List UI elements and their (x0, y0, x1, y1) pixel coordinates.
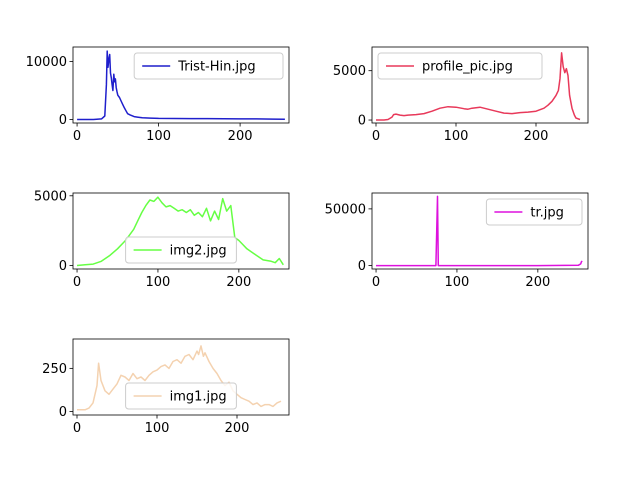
axes-frame (72, 46, 290, 124)
y-tick-label: 5000 (333, 64, 366, 79)
x-tick-label: 200 (228, 129, 253, 144)
legend: tr.jpg (485, 198, 583, 226)
subplot-1: 0 100 200 0 10000 Trist-Hin.jpg (26, 46, 290, 144)
x-tick-label: 100 (444, 129, 469, 144)
legend: img2.jpg (125, 236, 237, 264)
x-tick-label: 100 (145, 421, 170, 436)
legend: img1.jpg (125, 382, 237, 410)
series-line (77, 50, 285, 121)
legend-label: tr.jpg (530, 206, 564, 221)
x-tick-label: 0 (73, 129, 81, 144)
legend-box (125, 382, 237, 410)
x-tick-label: 200 (525, 275, 550, 290)
x-tick-label: 200 (226, 275, 251, 290)
axes-frame (72, 192, 290, 270)
legend-label: profile_pic.jpg (422, 60, 513, 75)
legend-label: img1.jpg (170, 390, 227, 405)
x-tick-label: 100 (445, 275, 470, 290)
x-tick-label: 0 (372, 129, 380, 144)
y-tick-label: 0 (358, 259, 366, 274)
legend-box (485, 198, 583, 226)
legend-box (133, 52, 284, 80)
subplot-3: 0 100 200 0 5000 img2.jpg (34, 189, 290, 290)
axes-frame (371, 192, 589, 270)
legend: profile_pic.jpg (377, 52, 543, 80)
legend-box (377, 52, 543, 80)
x-tick-label: 200 (225, 421, 250, 436)
x-tick-label: 100 (146, 275, 171, 290)
axes-frame (72, 338, 290, 416)
y-tick-label: 250 (42, 362, 67, 377)
series-line (376, 195, 583, 267)
y-tick-label: 10000 (26, 55, 67, 70)
y-tick-label: 50000 (325, 202, 366, 217)
y-tick-label: 5000 (34, 189, 67, 204)
x-tick-label: 0 (73, 275, 81, 290)
legend-label: Trist-Hin.jpg (177, 60, 255, 75)
x-tick-label: 0 (372, 275, 380, 290)
x-tick-label: 0 (73, 421, 81, 436)
x-tick-label: 100 (146, 129, 171, 144)
x-tick-label: 200 (524, 129, 549, 144)
series-line (76, 196, 284, 267)
series-line (77, 345, 282, 411)
subplot-5: 0 100 200 0 250 img1.jpg (42, 338, 290, 436)
axes-frame (371, 46, 589, 124)
subplot-4: 0 100 200 0 50000 tr.jpg (325, 192, 589, 290)
legend-box (125, 236, 237, 264)
subplot-2: 0 100 200 0 5000 profile_pic.jpg (333, 46, 589, 144)
series-line (376, 52, 581, 121)
y-tick-label: 0 (59, 405, 67, 420)
y-tick-label: 0 (59, 259, 67, 274)
legend-label: img2.jpg (170, 244, 227, 259)
legend: Trist-Hin.jpg (133, 52, 284, 80)
y-tick-label: 0 (358, 114, 366, 129)
y-tick-label: 0 (59, 113, 67, 128)
